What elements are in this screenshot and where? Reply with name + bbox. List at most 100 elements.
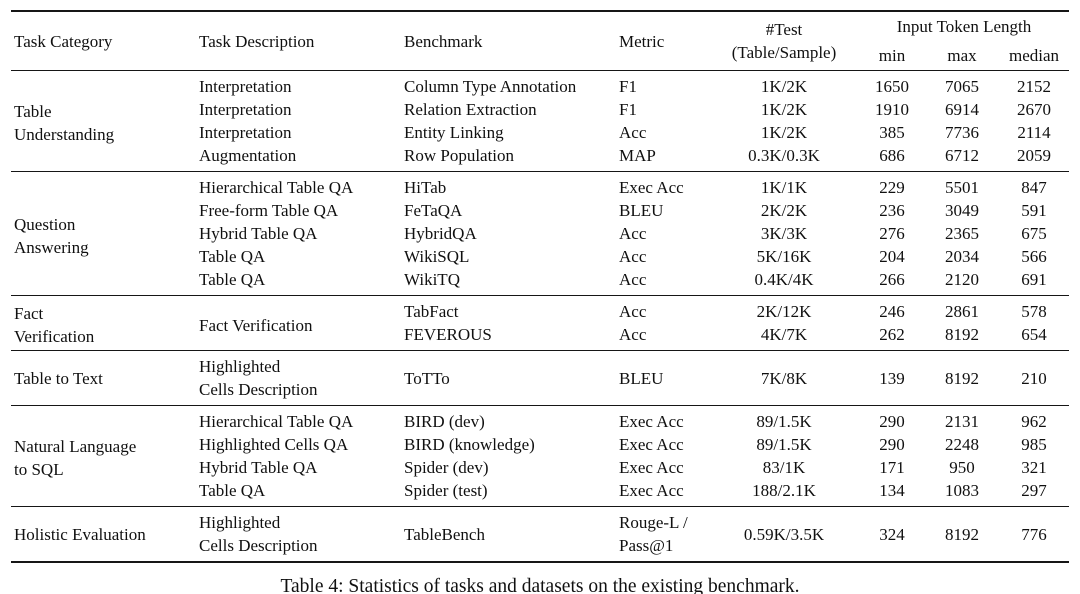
cell-description: Hierarchical Table QA xyxy=(199,412,354,431)
task-category-cell: Table to Text xyxy=(14,368,103,388)
cell-median: 2152 xyxy=(1017,77,1051,96)
cell-max: 2861 xyxy=(945,302,979,321)
cell-max: 2120 xyxy=(945,270,979,289)
cell-median: 776 xyxy=(1021,524,1047,544)
cell-test: 1K/2K xyxy=(760,77,808,96)
cell-description: Hybrid Table QA xyxy=(199,224,318,243)
cell-description: Fact Verification xyxy=(199,315,313,335)
cell-median: 210 xyxy=(1021,368,1047,388)
cell-benchmark: Row Population xyxy=(404,146,515,165)
cell-metric: Exec Acc xyxy=(619,178,684,197)
cell-max: 8192 xyxy=(945,524,979,544)
cell-metric: BLEU xyxy=(619,201,664,220)
cell-test: 0.3K/0.3K xyxy=(748,146,820,165)
cell-test: 4K/7K xyxy=(760,325,808,344)
cell-max: 2248 xyxy=(945,435,979,454)
table-row: Interpretation Entity Linking Acc 1K/2K … xyxy=(11,121,1069,144)
group-question-answering: Question Answering Hierarchical Table QA… xyxy=(11,171,1070,296)
header-min: min xyxy=(878,46,906,65)
header-task-category: Task Category xyxy=(14,31,113,51)
cell-description: Table QA xyxy=(199,247,266,266)
cell-min: 229 xyxy=(879,178,905,197)
header-benchmark: Benchmark xyxy=(404,31,483,51)
cell-description: Hybrid Table QA xyxy=(199,458,318,477)
table-row: Fact Verification Fact Verification TabF… xyxy=(11,296,1069,346)
cell-benchmark: FeTaQA xyxy=(404,201,463,220)
cell-test: 2K/2K xyxy=(760,201,808,220)
table-row: Highlighted Cells QA BIRD (knowledge) Ex… xyxy=(11,433,1069,456)
cell-min: 236 xyxy=(879,201,905,220)
cell-median: 654 xyxy=(1021,325,1047,344)
table-row: Table QA WikiSQL Acc 5K/16K 204 2034 566 xyxy=(11,245,1069,268)
cell-median: 691 xyxy=(1021,270,1047,289)
cell-metric: Acc xyxy=(619,325,647,344)
cell-median: 297 xyxy=(1021,481,1047,500)
cell-metric: Acc xyxy=(619,302,647,321)
cell-min: 1910 xyxy=(875,100,909,119)
cell-benchmark: Relation Extraction xyxy=(404,100,537,119)
cell-median: 2059 xyxy=(1017,146,1051,165)
cell-min: 686 xyxy=(879,146,905,165)
cell-median: 675 xyxy=(1021,224,1047,243)
table-row: Table QA WikiTQ Acc 0.4K/4K 266 2120 691 xyxy=(11,268,1069,296)
header-max: max xyxy=(947,46,977,65)
cell-median: 566 xyxy=(1021,247,1047,266)
table-row: Table to Text Highlighted Cells Descript… xyxy=(11,351,1069,406)
cell-min: 290 xyxy=(879,435,905,454)
cell-test: 89/1.5K xyxy=(756,412,812,431)
cell-description: Highlighted Cells Description xyxy=(199,357,318,399)
cell-metric: Exec Acc xyxy=(619,481,684,500)
cell-benchmark: Spider (test) xyxy=(404,481,488,500)
cell-description: Table QA xyxy=(199,481,266,500)
cell-description: Interpretation xyxy=(199,77,292,96)
group-fact-verification: Fact Verification Fact Verification TabF… xyxy=(11,295,1070,351)
cell-description: Free-form Table QA xyxy=(199,201,339,220)
cell-test: 0.59K/3.5K xyxy=(743,524,825,544)
task-category-cell: Fact Verification xyxy=(14,304,95,346)
cell-max: 5501 xyxy=(945,178,979,197)
cell-description: Highlighted Cells Description xyxy=(199,513,318,555)
cell-min: 290 xyxy=(879,412,905,431)
cell-metric: F1 xyxy=(619,77,637,96)
cell-median: 321 xyxy=(1021,458,1047,477)
cell-description: Hierarchical Table QA xyxy=(199,178,354,197)
table-row: Free-form Table QA FeTaQA BLEU 2K/2K 236… xyxy=(11,199,1069,222)
cell-test: 5K/16K xyxy=(756,247,812,266)
header-input-token-length: Input Token Length xyxy=(896,17,1032,36)
table-row: Augmentation Row Population MAP 0.3K/0.3… xyxy=(11,144,1069,172)
task-category-cell: Holistic Evaluation xyxy=(14,524,146,544)
cell-benchmark: TabFact xyxy=(404,302,459,321)
cell-description: Table QA xyxy=(199,270,266,289)
cell-max: 7065 xyxy=(945,77,979,96)
cell-metric: Acc xyxy=(619,224,647,243)
cell-benchmark: WikiTQ xyxy=(404,270,460,289)
group-table-understanding: Table Understanding Interpretation Colum… xyxy=(11,71,1069,172)
cell-metric: MAP xyxy=(619,146,656,165)
header-task-description: Task Description xyxy=(199,31,315,51)
cell-metric: Exec Acc xyxy=(619,412,684,431)
cell-max: 7736 xyxy=(945,123,979,142)
cell-min: 246 xyxy=(879,302,905,321)
table-row: FEVEROUS Acc 4K/7K 262 8192 654 xyxy=(11,323,1069,351)
header-metric: Metric xyxy=(619,31,665,51)
table-row: Table QA Spider (test) Exec Acc 188/2.1K… xyxy=(11,479,1069,507)
task-category-cell: Table Understanding xyxy=(14,102,115,144)
cell-description: Interpretation xyxy=(199,123,292,142)
table-row: Hybrid Table QA HybridQA Acc 3K/3K 276 2… xyxy=(11,222,1069,245)
cell-test: 0.4K/4K xyxy=(754,270,814,289)
cell-max: 8192 xyxy=(945,325,979,344)
cell-description: Interpretation xyxy=(199,100,292,119)
cell-test: 7K/8K xyxy=(760,368,808,388)
cell-max: 2034 xyxy=(945,247,979,266)
table-row: Interpretation Relation Extraction F1 1K… xyxy=(11,98,1069,121)
cell-benchmark: TableBench xyxy=(404,524,485,544)
table-row: Holistic Evaluation Highlighted Cells De… xyxy=(11,507,1069,563)
task-category-cell: Question Answering xyxy=(14,214,89,257)
cell-median: 2114 xyxy=(1017,123,1051,142)
cell-max: 2365 xyxy=(945,224,979,243)
cell-min: 134 xyxy=(879,481,905,500)
cell-benchmark: WikiSQL xyxy=(404,247,470,266)
cell-benchmark: Entity Linking xyxy=(404,123,504,142)
cell-median: 985 xyxy=(1021,435,1047,454)
cell-min: 266 xyxy=(879,270,905,289)
